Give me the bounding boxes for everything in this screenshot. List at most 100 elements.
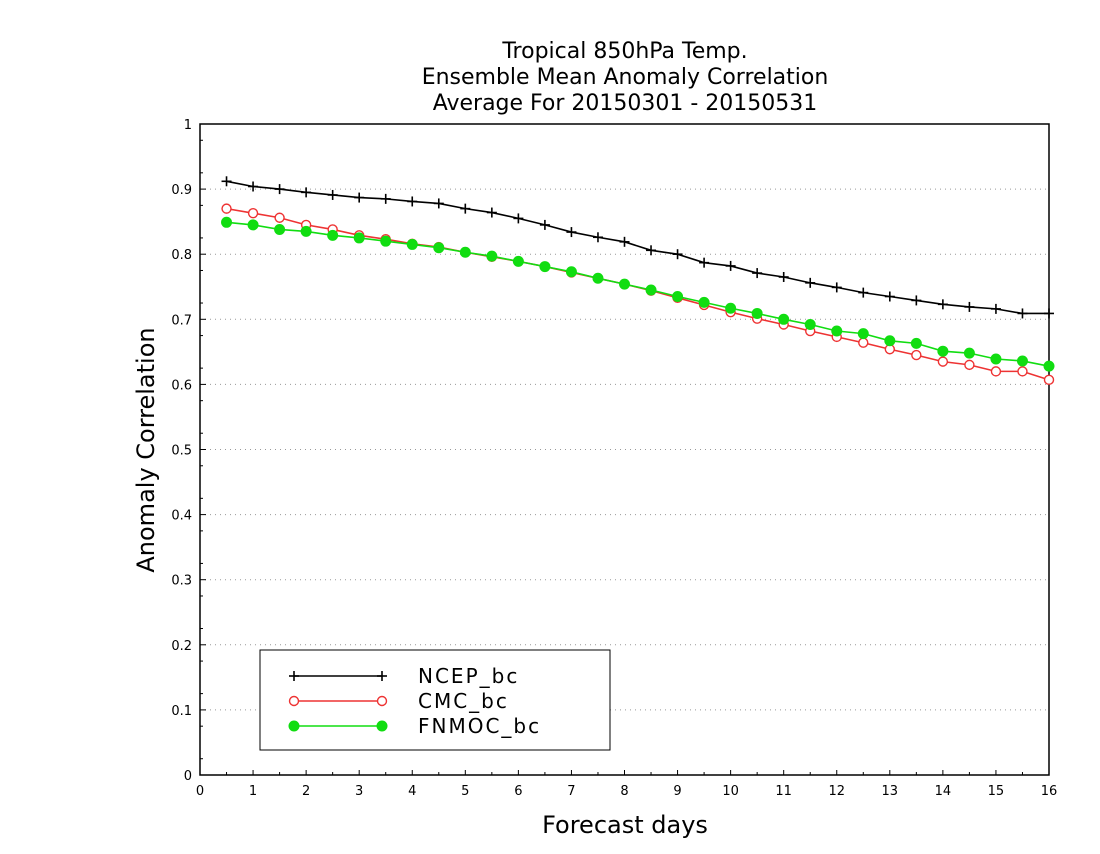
- data-point-fnmoc-bc-16: [645, 284, 657, 296]
- data-point-cmc-bc-2: [274, 212, 285, 223]
- data-point-fnmoc-bc-15: [619, 278, 630, 290]
- data-point-fnmoc-bc-7: [406, 238, 418, 250]
- chart-title: Tropical 850hPa Temp. Ensemble Mean Anom…: [422, 39, 829, 116]
- data-point-ncep-bc-28: [964, 301, 975, 312]
- data-point-ncep-bc-1: [248, 181, 259, 192]
- data-point-fnmoc-bc-21: [778, 313, 790, 325]
- data-point-fnmoc-bc-5: [353, 232, 365, 244]
- data-point-ncep-bc-3: [301, 187, 312, 198]
- data-point-ncep-bc-26: [911, 295, 922, 306]
- y-tick-label-4: 0.4: [171, 509, 192, 524]
- x-tick-label-14: 14: [935, 784, 952, 799]
- y-axis-label: Anomaly Correlation: [132, 327, 160, 572]
- legend-item-ncep-bc: NCEP_bc: [289, 664, 519, 688]
- data-point-ncep-bc-12: [539, 219, 550, 230]
- x-tick-label-2: 2: [302, 784, 310, 799]
- y-tick-label-7: 0.7: [171, 313, 192, 328]
- x-axis: 0 1 2 3 4 5 6 7 8 9 10 11 12 13 14 15 16: [196, 770, 1057, 799]
- data-point-ncep-bc-14: [592, 232, 603, 243]
- x-tick-label-12: 12: [828, 784, 845, 799]
- data-point-ncep-bc-6: [380, 193, 391, 204]
- x-tick-label-4: 4: [408, 784, 416, 799]
- data-point-fnmoc-bc-13: [565, 266, 577, 278]
- y-tick-label-9: 0.9: [171, 183, 192, 198]
- x-tick-label-7: 7: [567, 784, 575, 799]
- legend-label-ncep-bc: NCEP_bc: [418, 664, 519, 688]
- y-tick-label-8: 0.8: [171, 248, 192, 263]
- data-point-ncep-bc-15: [619, 236, 630, 247]
- data-point-ncep-bc-0: [221, 176, 232, 187]
- legend-box: [259, 649, 611, 751]
- series-line-cmc-bc: [226, 207, 1050, 381]
- data-point-fnmoc-bc-20: [751, 307, 763, 319]
- legend-item-fnmoc-bc: FNMOC_bc: [288, 714, 541, 738]
- data-point-ncep-bc-11: [513, 213, 524, 224]
- data-point-fnmoc-bc-12: [539, 261, 551, 273]
- data-point-ncep-bc-27: [937, 299, 948, 310]
- data-point-ncep-bc-9: [460, 203, 471, 214]
- data-point-fnmoc-bc-17: [672, 291, 684, 303]
- y-tick-label-10: 1: [184, 118, 192, 133]
- data-point-fnmoc-bc-1: [247, 219, 259, 231]
- y-tick-label-2: 0.2: [171, 639, 192, 654]
- y-tick-label-3: 0.3: [171, 574, 192, 589]
- x-tick-label-8: 8: [620, 784, 628, 799]
- series-line-ncep-bc: [226, 180, 1049, 315]
- legend-marker-end-ncep-bc: [377, 671, 387, 681]
- data-point-cmc-bc-28: [964, 359, 975, 371]
- data-point-fnmoc-bc-6: [380, 235, 392, 247]
- data-point-ncep-bc-23: [831, 282, 842, 293]
- data-point-ncep-bc-20: [752, 268, 763, 279]
- legend-item-cmc-bc: CMC_bc: [288, 689, 509, 713]
- data-point-ncep-bc-31: [1044, 308, 1054, 319]
- data-point-ncep-bc-2: [274, 184, 285, 195]
- series-line-fnmoc-bc: [226, 221, 1050, 367]
- data-point-cmc-bc-31: [1043, 374, 1055, 386]
- legend-label-cmc-bc: CMC_bc: [418, 689, 509, 713]
- data-point-fnmoc-bc-26: [910, 337, 922, 349]
- data-point-cmc-bc-24: [858, 337, 869, 348]
- data-point-fnmoc-bc-29: [990, 353, 1002, 365]
- data-point-cmc-bc-26: [911, 349, 922, 361]
- x-tick-label-10: 10: [722, 784, 739, 799]
- data-point-ncep-bc-8: [433, 198, 444, 209]
- x-tick-label-9: 9: [673, 784, 681, 799]
- y-axis: 0 0.1 0.2 0.3 0.4 0.5 0.6 0.7 0.8 0.9 1: [171, 118, 206, 784]
- data-point-ncep-bc-18: [699, 257, 710, 268]
- legend-marker-end-fnmoc-bc: [376, 720, 388, 732]
- data-point-ncep-bc-22: [805, 277, 816, 288]
- data-point-fnmoc-bc-22: [804, 319, 816, 331]
- data-point-fnmoc-bc-24: [857, 328, 869, 340]
- y-tick-label-0: 0: [184, 769, 192, 784]
- data-point-fnmoc-bc-28: [963, 347, 975, 359]
- data-point-fnmoc-bc-30: [1016, 355, 1028, 367]
- data-point-ncep-bc-5: [354, 192, 365, 203]
- data-point-fnmoc-bc-0: [221, 216, 233, 228]
- y-tick-label-1: 0.1: [171, 704, 192, 719]
- data-point-cmc-bc-1: [247, 207, 259, 219]
- data-point-ncep-bc-29: [990, 303, 1001, 314]
- data-point-fnmoc-bc-11: [512, 255, 524, 267]
- data-point-ncep-bc-17: [672, 249, 683, 260]
- data-point-fnmoc-bc-4: [327, 229, 339, 241]
- data-point-ncep-bc-30: [1017, 308, 1028, 319]
- data-point-fnmoc-bc-2: [274, 223, 286, 235]
- x-tick-label-1: 1: [249, 784, 257, 799]
- legend-marker-start-fnmoc-bc: [288, 720, 300, 732]
- data-point-cmc-bc-0: [221, 203, 232, 214]
- chart-title-line-2: Ensemble Mean Anomaly Correlation: [422, 65, 829, 90]
- data-point-ncep-bc-16: [646, 245, 657, 256]
- x-tick-label-15: 15: [988, 784, 1005, 799]
- data-point-ncep-bc-4: [327, 189, 338, 200]
- y-tick-label-6: 0.6: [171, 378, 192, 393]
- data-point-fnmoc-bc-9: [459, 246, 471, 258]
- legend-marker-end-cmc-bc: [376, 695, 388, 707]
- legend-marker-start-cmc-bc: [288, 695, 300, 707]
- chart-title-line-1: Tropical 850hPa Temp.: [501, 39, 747, 64]
- x-tick-label-13: 13: [882, 784, 899, 799]
- data-point-fnmoc-bc-27: [937, 345, 949, 357]
- legend-label-fnmoc-bc: FNMOC_bc: [418, 714, 541, 738]
- x-tick-label-3: 3: [355, 784, 363, 799]
- data-point-cmc-bc-29: [990, 366, 1002, 377]
- x-axis-label: Forecast days: [542, 811, 708, 839]
